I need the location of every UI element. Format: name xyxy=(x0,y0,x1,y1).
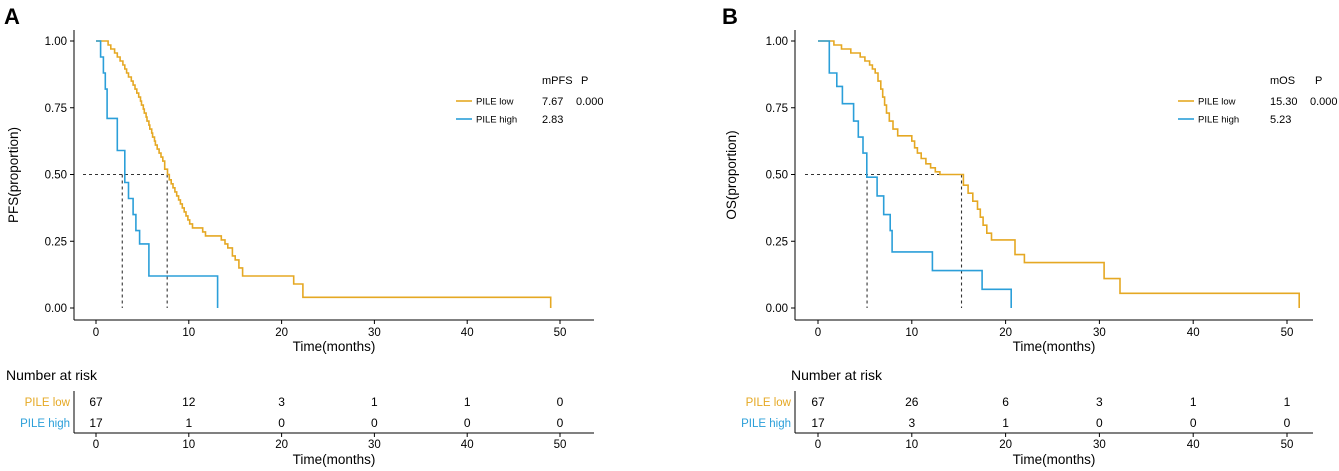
panela-risk-value: 0 xyxy=(557,416,564,430)
panela-risk-x-tick-label: 10 xyxy=(182,439,195,451)
panelb-risk-row-label: PILE high xyxy=(741,418,791,430)
panela-risk-value: 0 xyxy=(557,395,564,409)
panelb-risk-value: 17 xyxy=(811,416,825,430)
panelb-risk-x-tick-label: 30 xyxy=(1093,439,1106,451)
panelb-risk-value: 1 xyxy=(1190,395,1197,409)
panelb-y-axis-title: OS(proportion) xyxy=(724,130,739,219)
panelb-y-tick-label: 0.75 xyxy=(766,103,788,115)
panela-x-tick-label: 0 xyxy=(93,327,99,339)
panela-y-tick-label: 0.00 xyxy=(45,303,67,315)
panelb-x-tick-label: 20 xyxy=(999,327,1012,339)
panelb-x-tick-label: 30 xyxy=(1093,327,1106,339)
panela-x-tick-label: 20 xyxy=(275,327,288,339)
panela-y-tick-label: 0.50 xyxy=(45,170,67,182)
panela-risk-value: 3 xyxy=(278,395,285,409)
panela-risk-value: 0 xyxy=(464,416,471,430)
panelb-legend-p-value: 0.000 xyxy=(1310,96,1338,108)
panelb-curve-low xyxy=(818,40,1300,308)
panela-risk-value: 1 xyxy=(185,416,192,430)
panelb-label: B xyxy=(722,4,738,29)
panelb-x-tick-label: 40 xyxy=(1187,327,1200,339)
panela-legend-p-value: 0.000 xyxy=(576,96,604,108)
panela-label: A xyxy=(4,4,20,29)
panela-risk-x-tick-label: 40 xyxy=(461,439,474,451)
panela-risk-title: Number at risk xyxy=(6,367,98,383)
panelb-risk-title: Number at risk xyxy=(791,367,883,383)
panelb-y-tick-label: 0.50 xyxy=(766,170,788,182)
panelb-x-tick-label: 50 xyxy=(1281,327,1294,339)
panela-legend-p-header: P xyxy=(581,75,588,87)
panela-risk-x-tick-label: 0 xyxy=(93,439,99,451)
panela-x-tick-label: 40 xyxy=(461,327,474,339)
panela-risk-x-tick-label: 50 xyxy=(554,439,567,451)
panelb-risk-x-tick-label: 50 xyxy=(1281,439,1294,451)
panelb-legend-label: PILE low xyxy=(1198,97,1236,108)
panelb-risk-x-tick-label: 0 xyxy=(815,439,821,451)
panelb-legend-value: 5.23 xyxy=(1270,114,1291,126)
panelb-legend-metric-header: mOS xyxy=(1270,75,1295,87)
panela-x-tick-label: 10 xyxy=(182,327,195,339)
panela-risk-row-label: PILE high xyxy=(20,418,70,430)
panela-y-axis-title: PFS(proportion) xyxy=(6,127,21,223)
panelb-risk-value: 0 xyxy=(1190,416,1197,430)
panela-curve-low xyxy=(96,40,552,308)
panelb-x-tick-label: 0 xyxy=(815,327,821,339)
panelb-legend-value: 15.30 xyxy=(1270,96,1298,108)
panela-risk-value: 0 xyxy=(278,416,285,430)
panela-risk-x-title: Time(months) xyxy=(293,452,376,467)
panelb-risk-value: 0 xyxy=(1096,416,1103,430)
panelb-risk-x-title: Time(months) xyxy=(1013,452,1096,467)
panela-risk-x-tick-label: 30 xyxy=(368,439,381,451)
panelb-y-tick-label: 0.25 xyxy=(766,236,788,248)
panelb-risk-value: 67 xyxy=(811,395,825,409)
panelb-risk-value: 3 xyxy=(908,416,915,430)
panelb-risk-value: 1 xyxy=(1284,395,1291,409)
panelb-curve-high xyxy=(818,40,1012,308)
panelb-risk-row-label: PILE low xyxy=(746,397,792,409)
panela-y-tick-label: 0.75 xyxy=(45,103,67,115)
panela-risk-value: 1 xyxy=(371,395,378,409)
panela-risk-value: 1 xyxy=(464,395,471,409)
panela-x-tick-label: 30 xyxy=(368,327,381,339)
panelb-y-tick-label: 1.00 xyxy=(766,36,788,48)
panela-risk-value: 17 xyxy=(89,416,103,430)
panelb-risk-value: 0 xyxy=(1284,416,1291,430)
panela-risk-value: 12 xyxy=(182,395,196,409)
panelb-risk-value: 3 xyxy=(1096,395,1103,409)
panela-risk-x-tick-label: 20 xyxy=(275,439,288,451)
panela-x-tick-label: 50 xyxy=(554,327,567,339)
panelb-legend-p-header: P xyxy=(1315,75,1322,87)
panela: A0.000.250.500.751.000 10 20 30 40 50Time(mon… xyxy=(4,4,604,467)
panela-risk-row-label: PILE low xyxy=(25,397,71,409)
panela-y-tick-label: 0.25 xyxy=(45,236,67,248)
panelb-x-tick-label: 10 xyxy=(905,327,918,339)
panelb-x-axis-title: Time(months) xyxy=(1013,339,1096,354)
panela-curve-high xyxy=(96,40,219,308)
panela-legend-metric-header: mPFS xyxy=(542,75,573,87)
panelb-risk-x-tick-label: 10 xyxy=(905,439,918,451)
panela-legend-label: PILE low xyxy=(476,97,514,108)
panelb-risk-value: 1 xyxy=(1002,416,1009,430)
panela-legend-label: PILE high xyxy=(476,115,517,126)
panela-legend-value: 7.67 xyxy=(542,96,563,108)
panela-risk-value: 67 xyxy=(89,395,103,409)
panelb-risk-value: 6 xyxy=(1002,395,1009,409)
panela-legend-value: 2.83 xyxy=(542,114,563,126)
panela-x-axis-title: Time(months) xyxy=(293,339,376,354)
panela-y-tick-label: 1.00 xyxy=(45,36,67,48)
panelb: B0.000.250.500.751.000 10 20 30 40 50Time(mon… xyxy=(722,4,1338,467)
panela-risk-value: 0 xyxy=(371,416,378,430)
panelb-risk-x-tick-label: 40 xyxy=(1187,439,1200,451)
panelb-risk-value: 26 xyxy=(905,395,919,409)
panelb-risk-x-tick-label: 20 xyxy=(999,439,1012,451)
panelb-legend-label: PILE high xyxy=(1198,115,1239,126)
panelb-y-tick-label: 0.00 xyxy=(766,303,788,315)
